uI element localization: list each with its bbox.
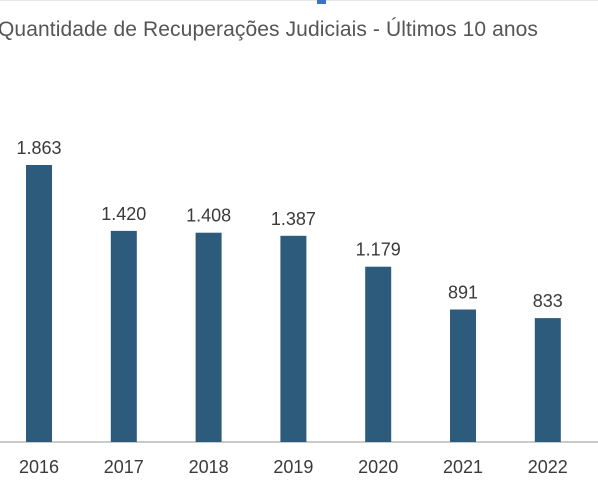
value-label-2018: 1.408 [186, 206, 231, 226]
x-tick-label-2018: 2018 [189, 457, 229, 477]
value-label-2022: 833 [533, 291, 563, 311]
value-label-2021: 891 [448, 283, 478, 303]
top-accent-marker [317, 0, 326, 4]
bar-2017 [110, 230, 137, 442]
bar-2019 [280, 235, 307, 442]
top-divider [0, 0, 598, 1]
x-tick-label-2021: 2021 [443, 457, 483, 477]
bar-2020 [365, 266, 392, 442]
x-tick-label-2019: 2019 [273, 457, 313, 477]
value-label-2017: 1.420 [101, 204, 146, 224]
bar-2021 [450, 309, 476, 442]
bar-2022 [534, 318, 561, 442]
x-tick-label-2022: 2022 [528, 457, 568, 477]
x-tick-label-2020: 2020 [358, 457, 398, 477]
x-tick-label-2017: 2017 [104, 457, 144, 477]
value-label-2020: 1.179 [356, 240, 401, 260]
x-tick-label-2016: 2016 [19, 457, 59, 477]
chart-title: Quantidade de Recuperações Judiciais - Ú… [0, 18, 539, 41]
bar-2018 [195, 232, 222, 442]
value-label-2019: 1.387 [271, 209, 316, 229]
value-label-2016: 1.863 [16, 138, 61, 158]
bar-2016 [26, 165, 52, 442]
